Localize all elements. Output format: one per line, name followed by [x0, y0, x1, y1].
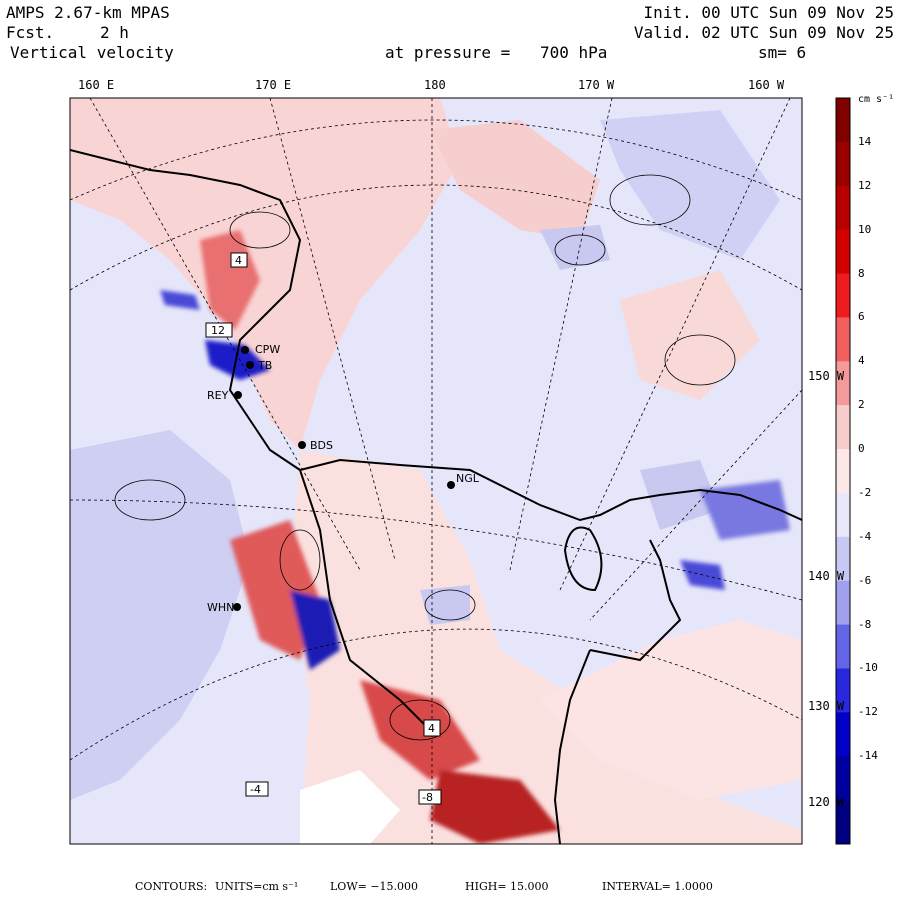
station-label-tb: TB	[257, 359, 272, 372]
contour-box-3	[423, 719, 441, 737]
lat-label-130w: 130 W	[808, 699, 845, 713]
colorbar-level-label: -6	[858, 573, 872, 587]
lon-label-160w: 160 W	[748, 78, 785, 92]
footer-low: LOW= −15.000	[330, 880, 419, 893]
forecast-value: 2 h	[100, 23, 129, 42]
colorbar-swatch	[836, 536, 850, 582]
colorbar-swatch	[836, 98, 850, 143]
colorbar-level-label: -10	[858, 661, 878, 675]
contour-box-4	[245, 781, 269, 797]
colorbar-swatch	[836, 624, 850, 669]
colorbar-swatch	[836, 800, 850, 845]
station-label-cpw: CPW	[255, 343, 280, 356]
colorbar-level-label: -2	[858, 485, 872, 499]
colorbar-swatch	[836, 273, 850, 318]
footer-contours: CONTOURS:	[135, 880, 208, 893]
contour-box-1	[230, 252, 248, 268]
colorbar-swatch	[836, 361, 850, 406]
contour-box-5	[418, 789, 442, 805]
colorbar-swatch	[836, 756, 850, 801]
station-dot-tb	[246, 361, 254, 369]
blue-blob-2	[540, 225, 610, 270]
colorbar-level-label: -8	[858, 617, 872, 631]
contour-label-3: 4	[428, 722, 435, 735]
pink-region-center	[430, 120, 600, 240]
station-dot-bds	[298, 441, 306, 449]
colorbar-swatch	[836, 317, 850, 362]
lat-label-120w: 120 W	[808, 795, 845, 809]
station-label-ngl: NGL	[456, 472, 480, 485]
model-title: AMPS 2.67-km MPAS	[6, 3, 170, 22]
colorbar-swatch	[836, 229, 850, 275]
colorbar-level-label: 10	[858, 222, 872, 236]
blue-region-north	[600, 110, 780, 260]
contour-label-4: -4	[250, 783, 261, 796]
colorbar-swatch	[836, 405, 850, 450]
contour-label-5: -8	[422, 791, 433, 804]
footer-high: HIGH= 15.000	[465, 880, 549, 893]
missing-data-region	[300, 770, 400, 844]
footer-units: UNITS=cm s⁻¹	[215, 880, 299, 893]
footer-interval: INTERVAL= 1.0000	[602, 880, 713, 893]
colorbar-swatch	[836, 712, 850, 757]
contour-label-1: 4	[235, 254, 242, 267]
contour-box-2	[205, 322, 233, 338]
colorbar-frame	[835, 97, 851, 845]
map-frame	[69, 97, 803, 845]
station-markers	[233, 346, 455, 611]
init-time: Init. 00 UTC Sun 09 Nov 25	[643, 3, 894, 22]
pink-region-southeast	[540, 620, 802, 800]
colorbar-swatch	[836, 580, 850, 626]
contour-lines	[114, 174, 736, 741]
blue-region-west	[70, 430, 250, 800]
blue-blob-1	[420, 585, 470, 625]
lon-label-160e: 160 E	[78, 78, 115, 92]
pink-region-east	[620, 270, 760, 400]
valid-time: Valid. 02 UTC Sun 09 Nov 25	[633, 23, 894, 42]
colorbar-swatch	[836, 185, 850, 231]
colorbar-swatch	[836, 492, 850, 538]
colorbar-level-label: 4	[858, 354, 865, 368]
colorbar-level-label: 0	[858, 442, 865, 456]
colorbar-level-label: 2	[858, 398, 865, 412]
variable-name: Vertical velocity	[10, 43, 174, 62]
lat-label-140w: 140 W	[808, 569, 845, 583]
colorbar-level-label: 14	[858, 134, 872, 148]
colorbar-level-label: 6	[858, 310, 865, 324]
forecast-label: Fcst.	[6, 23, 55, 42]
colorbar	[835, 97, 851, 845]
station-dot-ngl	[447, 481, 455, 489]
colorbar-units: cm s⁻¹	[858, 94, 895, 105]
station-dot-cpw	[241, 346, 249, 354]
colorbar-level-label: -14	[858, 749, 878, 763]
pink-region-north	[70, 98, 460, 450]
station-label-rey: REY	[207, 389, 229, 402]
lon-label-170e: 170 E	[255, 78, 292, 92]
colorbar-swatch	[836, 141, 850, 187]
colorbar-level-label: 8	[858, 266, 865, 280]
station-dot-whn	[233, 603, 241, 611]
colorbar-level-label: -12	[858, 705, 878, 719]
smoothing-value: sm= 6	[758, 43, 807, 62]
pressure-value: 700 hPa	[540, 43, 608, 62]
station-label-bds: BDS	[310, 439, 333, 452]
lon-label-170w: 170 W	[578, 78, 615, 92]
colorbar-swatch	[836, 449, 850, 494]
colorbar-swatch	[836, 668, 850, 713]
colorbar-level-label: 12	[858, 178, 872, 192]
lat-label-150w: 150 W	[808, 369, 845, 383]
colorbar-level-label: -4	[858, 529, 872, 543]
coastline	[70, 149, 802, 844]
blue-blob-3	[640, 460, 720, 530]
contour-label-2: 12	[211, 324, 225, 337]
pressure-label: at pressure =	[385, 43, 511, 62]
lon-label-180: 180	[424, 78, 446, 92]
station-label-whn: WHN	[207, 601, 234, 614]
station-dot-rey	[234, 391, 242, 399]
